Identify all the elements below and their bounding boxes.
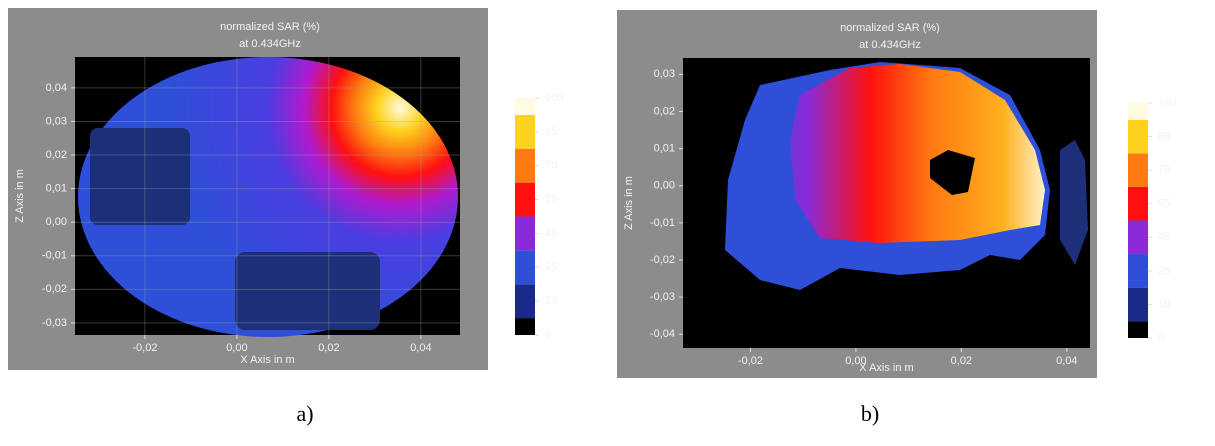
- y-tick-label: 0,03: [46, 115, 67, 127]
- x-tick-label: 0,04: [410, 342, 431, 354]
- colorbar-label: 55: [1158, 198, 1170, 210]
- y-tick-label: -0,02: [650, 254, 675, 266]
- colorbar-label: 100: [545, 92, 563, 104]
- y-tick-label: 0,02: [654, 105, 675, 117]
- y-tick-label: 0,04: [46, 82, 67, 94]
- colorbar-segment: [515, 98, 535, 115]
- x-tick-label: -0,02: [738, 355, 763, 367]
- low-region: [90, 128, 190, 225]
- colorbar-label: 0: [545, 329, 551, 341]
- colorbar-segment: [515, 216, 535, 251]
- y-axis-label: Z Axis in m: [623, 176, 635, 230]
- x-tick-label: -0,02: [132, 342, 157, 354]
- colorbar-segment: [1128, 287, 1148, 322]
- colorbar-label: 85: [545, 126, 557, 138]
- y-axis-label: Z Axis in m: [14, 169, 26, 223]
- caption: a): [296, 401, 313, 426]
- x-tick-label: 0,02: [318, 342, 339, 354]
- colorbar-segment: [515, 250, 535, 285]
- chart-title: normalized SAR (%): [220, 21, 320, 33]
- y-tick-label: 0,01: [654, 143, 675, 155]
- y-tick-label: -0,02: [42, 283, 67, 295]
- y-tick-label: 0,02: [46, 149, 67, 161]
- low-region: [235, 252, 380, 330]
- x-tick-label: 0,00: [226, 342, 247, 354]
- colorbar-label: 85: [1158, 130, 1170, 142]
- colorbar-segment: [515, 284, 535, 319]
- colorbar-label: 70: [1158, 164, 1170, 176]
- colorbar-label: 25: [1158, 265, 1170, 277]
- y-tick-label: -0,03: [650, 291, 675, 303]
- colorbar-segment: [515, 318, 535, 335]
- colorbar-segment: [1128, 119, 1148, 154]
- y-tick-label: -0,04: [650, 328, 675, 340]
- colorbar-segment: [1128, 153, 1148, 187]
- field-map: [78, 57, 458, 337]
- sar-hot-region: [790, 64, 1045, 243]
- colorbar-segment: [1128, 321, 1148, 338]
- y-tick-label: 0,01: [46, 183, 67, 195]
- colorbar-label: 0: [1158, 332, 1164, 344]
- colorbar-label: 100: [1158, 97, 1176, 109]
- colorbar-label: 10: [1158, 298, 1170, 310]
- colorbar-segment: [515, 182, 535, 217]
- colorbar-segment: [515, 148, 535, 183]
- x-axis-label: X Axis in m: [859, 362, 913, 374]
- colorbar-label: 55: [545, 193, 557, 205]
- y-tick-label: -0,01: [650, 217, 675, 229]
- chart-title: normalized SAR (%): [840, 22, 940, 34]
- x-axis-label: X Axis in m: [240, 354, 294, 366]
- x-tick-label: 0,04: [1056, 355, 1077, 367]
- y-tick-label: 0,00: [46, 216, 67, 228]
- low-region: [1060, 140, 1088, 265]
- x-tick-label: 0,00: [845, 355, 866, 367]
- colorbar-label: 70: [545, 160, 557, 172]
- y-tick-label: 0,00: [654, 180, 675, 192]
- y-tick-label: -0,03: [42, 317, 67, 329]
- colorbar-label: 40: [545, 227, 557, 239]
- colorbar-segment: [1128, 254, 1148, 288]
- y-tick-label: -0,01: [42, 250, 67, 262]
- chart-subtitle: at 0.434GHz: [239, 38, 301, 50]
- colorbar-label: 10: [545, 295, 557, 307]
- colorbar-label: 25: [545, 261, 557, 273]
- caption: b): [861, 401, 879, 426]
- x-tick-label: 0,02: [951, 355, 972, 367]
- hole: [930, 150, 975, 195]
- y-tick-label: 0,03: [654, 68, 675, 80]
- colorbar-segment: [1128, 220, 1148, 255]
- field-map: [725, 62, 1088, 290]
- colorbar-label: 40: [1158, 231, 1170, 243]
- chart-subtitle: at 0.434GHz: [859, 39, 921, 51]
- colorbar-segment: [1128, 186, 1148, 221]
- colorbar-segment: [515, 114, 535, 149]
- colorbar-segment: [1128, 103, 1148, 120]
